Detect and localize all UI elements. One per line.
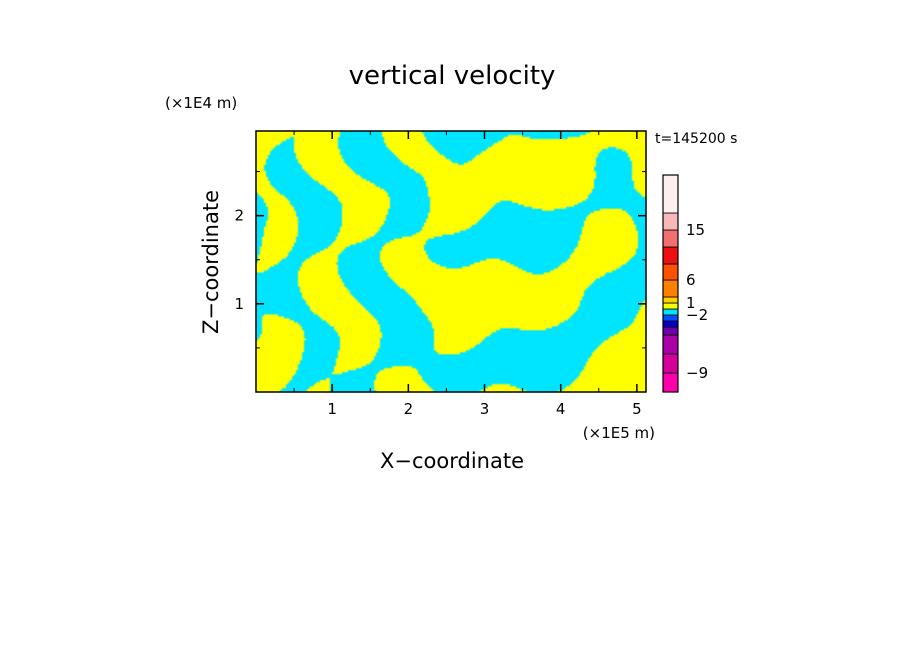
time-label: t=145200 s	[655, 131, 737, 147]
x-axis-ticks: 1 2 3 4 5	[293, 131, 642, 418]
y-axis-ticks: 12	[234, 171, 646, 349]
x-axis-label: X−coordinate	[380, 449, 524, 473]
colorbar: 15 6 1−2 −9	[662, 174, 708, 393]
y-axis-label: Z−coordinate	[199, 190, 223, 334]
x-tick-label: 3	[480, 400, 490, 418]
x-tick-label: 4	[556, 400, 566, 418]
y-tick-label: 1	[234, 295, 244, 313]
chart-title: vertical velocity	[349, 61, 556, 91]
x-axis-unit: (×1E5 m)	[583, 424, 655, 442]
colorbar-label: −2	[686, 306, 708, 324]
colorbar-label: 15	[686, 221, 705, 239]
colorbar-band	[662, 314, 679, 322]
colorbar-label: 6	[686, 271, 696, 289]
colorbar-band	[662, 302, 679, 310]
colorbar-band	[662, 353, 679, 374]
y-tick-label: 2	[234, 207, 244, 225]
y-axis-unit: (×1E4 m)	[165, 94, 237, 112]
colorbar-band	[662, 296, 679, 304]
x-tick-label: 5	[632, 400, 642, 418]
x-tick-label: 1	[327, 400, 337, 418]
colorbar-band	[662, 308, 679, 316]
velocity-field	[256, 131, 646, 392]
x-tick-label: 2	[404, 400, 414, 418]
colorbar-band	[662, 212, 679, 231]
plot-frame	[255, 130, 647, 393]
velocity-field-image	[256, 131, 646, 392]
colorbar-label: 1	[686, 294, 696, 312]
colorbar-band	[662, 174, 679, 214]
colorbar-band	[662, 372, 679, 393]
colorbar-band	[662, 320, 679, 328]
colorbar-band	[662, 279, 679, 298]
colorbar-band	[662, 334, 679, 355]
colorbar-band	[662, 246, 679, 265]
colorbar-band	[662, 229, 679, 248]
colorbar-label: −9	[686, 364, 708, 382]
colorbar-band	[662, 326, 679, 336]
colorbar-band	[662, 263, 679, 281]
colorbar-frame	[662, 174, 679, 393]
